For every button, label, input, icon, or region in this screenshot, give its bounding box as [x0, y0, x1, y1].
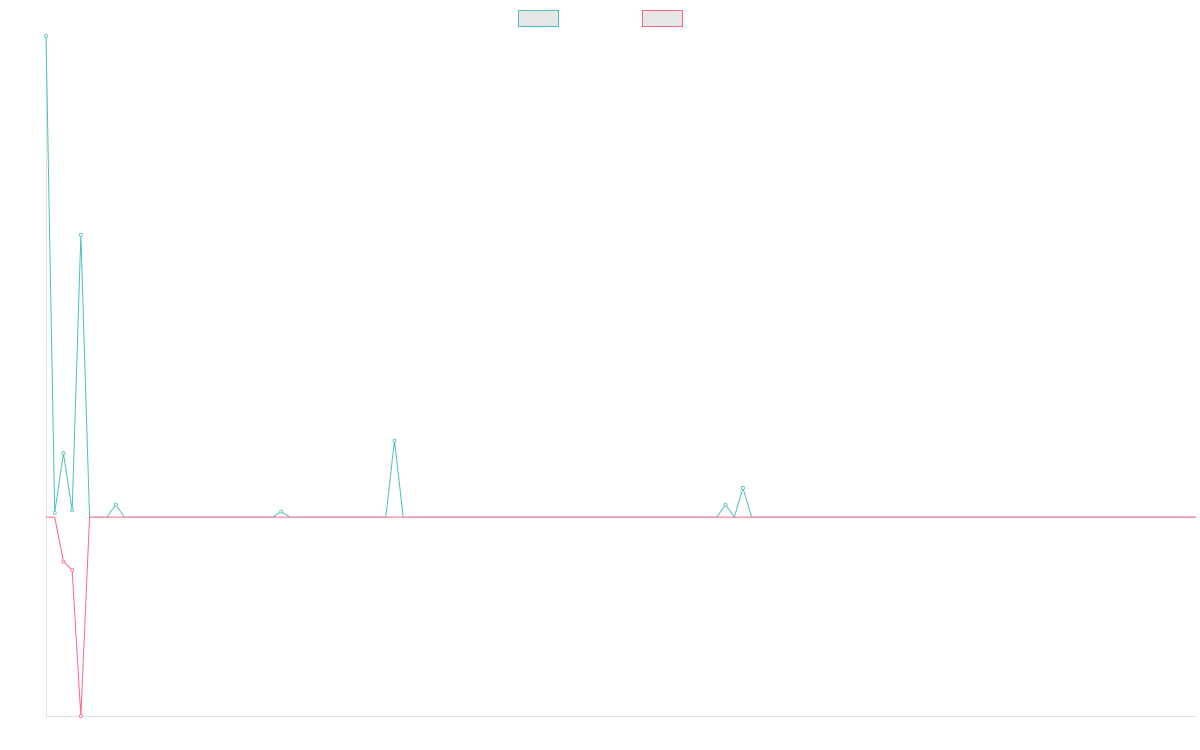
data-point[interactable]: [723, 502, 728, 507]
data-point[interactable]: [78, 232, 83, 237]
data-point[interactable]: [44, 34, 48, 38]
series-layer: [44, 34, 1196, 718]
data-point[interactable]: [741, 486, 745, 490]
series-1: [44, 34, 1196, 519]
data-point[interactable]: [70, 508, 75, 513]
chart-axes: [46, 36, 1196, 717]
data-point[interactable]: [61, 559, 66, 564]
data-point[interactable]: [392, 438, 397, 443]
data-point[interactable]: [52, 511, 57, 515]
data-point[interactable]: [61, 451, 66, 456]
legend-swatch: [642, 10, 683, 27]
legend-item-1[interactable]: [518, 10, 559, 27]
data-point[interactable]: [78, 714, 83, 718]
series-2: [46, 516, 1196, 718]
series-line: [45, 35, 1196, 519]
chart-legend[interactable]: [518, 10, 683, 27]
data-point[interactable]: [113, 502, 118, 507]
data-point[interactable]: [279, 509, 284, 514]
series-line: [46, 516, 1196, 717]
legend-swatch: [518, 10, 559, 27]
data-point[interactable]: [70, 568, 75, 572]
legend-item-2[interactable]: [642, 10, 683, 27]
